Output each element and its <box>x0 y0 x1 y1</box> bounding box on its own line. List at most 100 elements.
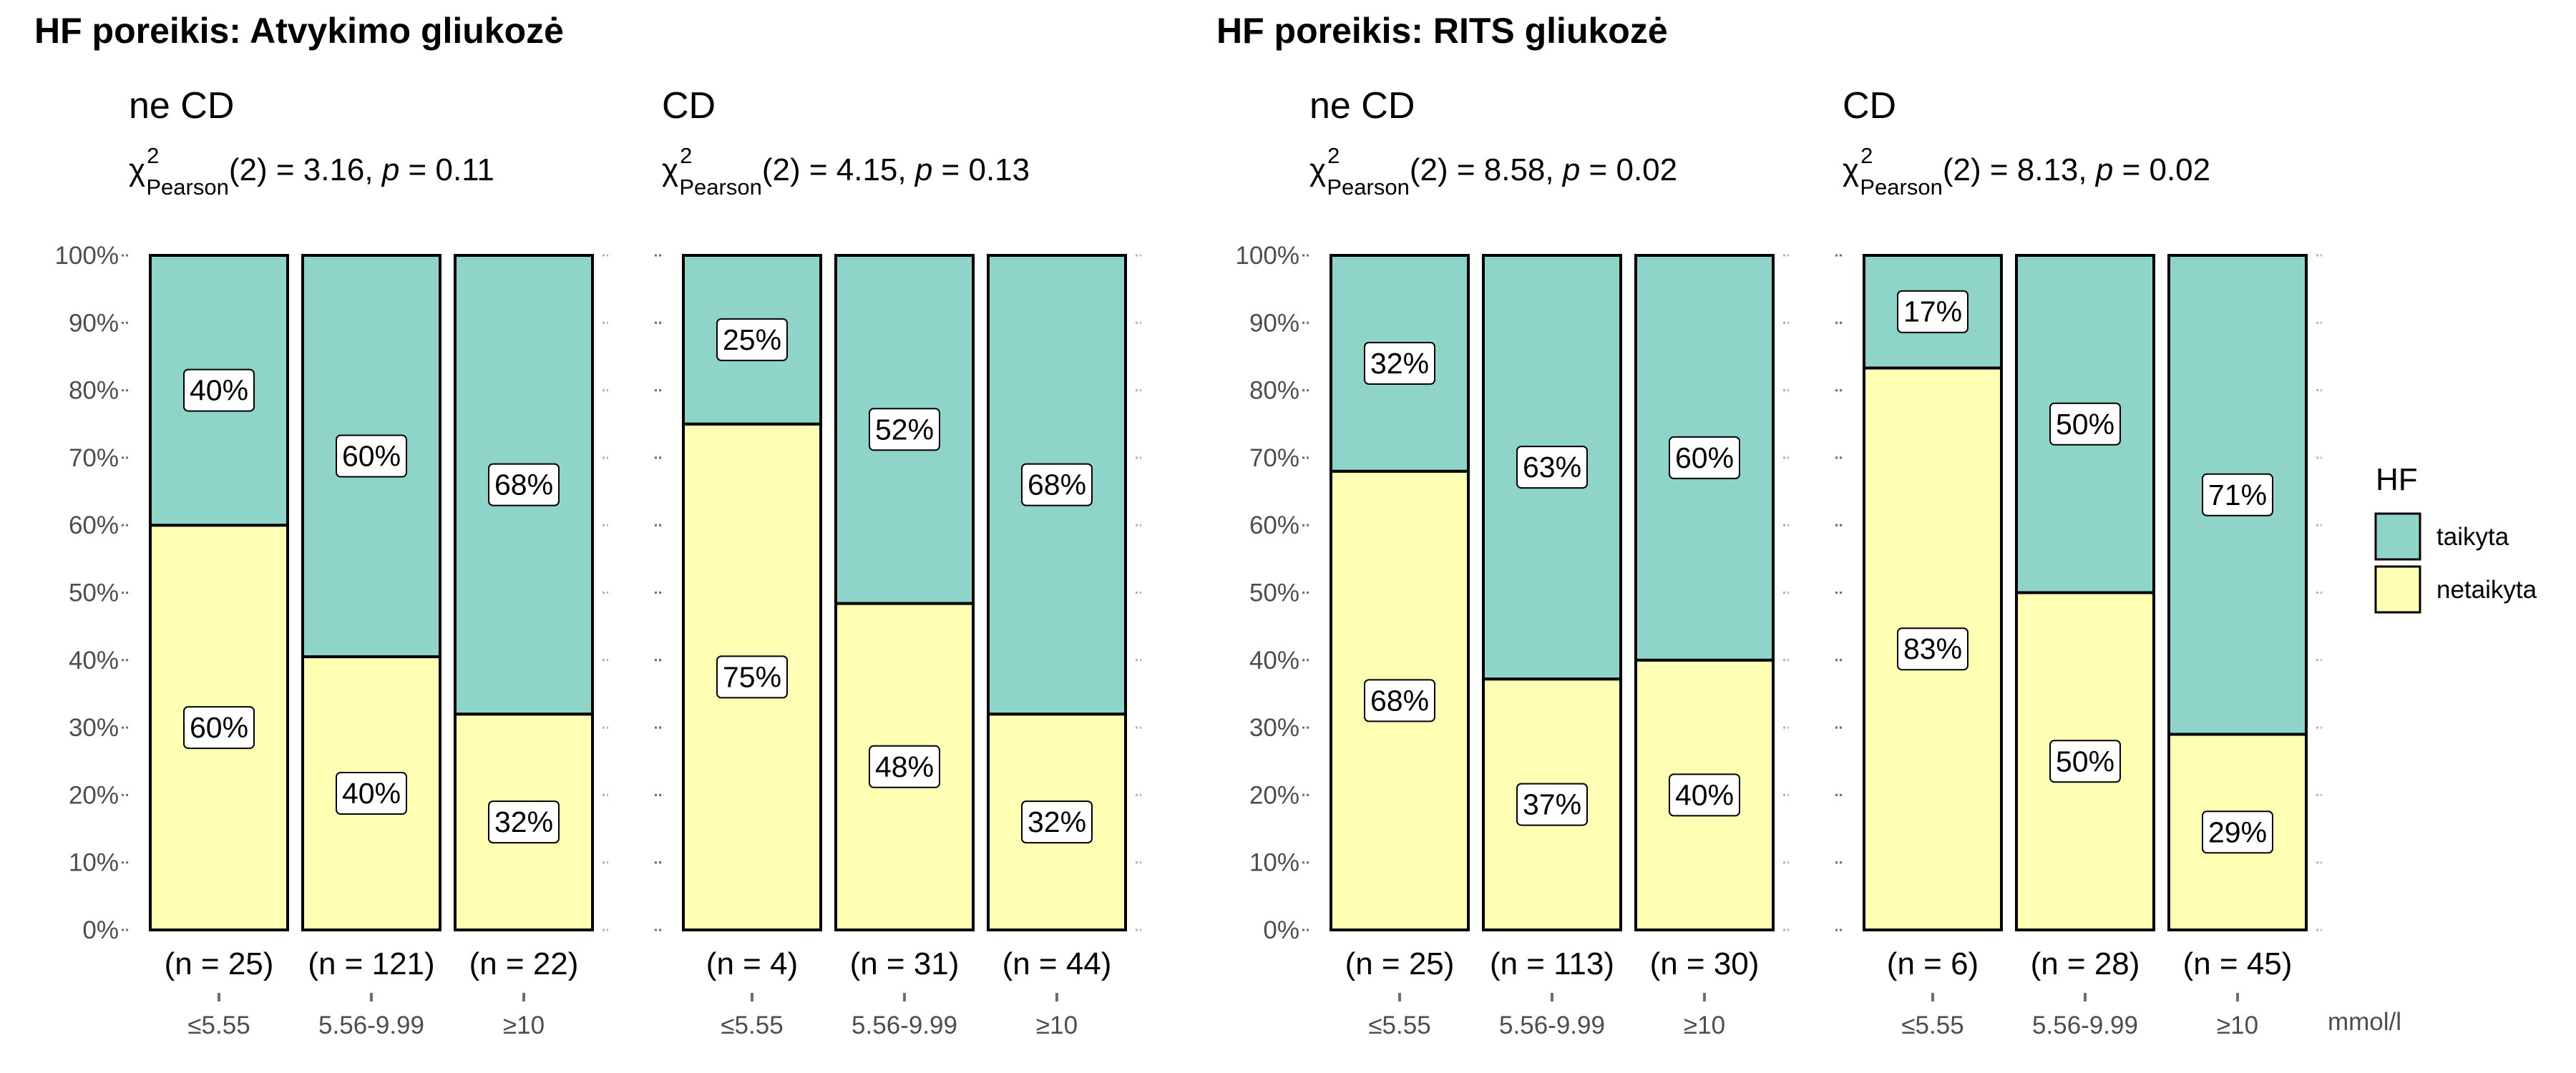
x-tick-label: 5.56-9.99 <box>1499 1011 1605 1039</box>
chart-panels: ne CD χ2 Pearson(2) = 3.16, p = 0.11 0% 10% 2… <box>54 85 2401 1039</box>
y-tick-label: 10% <box>1249 849 1299 877</box>
legend-label: netaikyta <box>2436 576 2537 604</box>
panel-4: CD χ2 Pearson(2) = 8.13, p = 0.02 83% 17% (n … <box>1835 85 2401 1039</box>
legend: HF taikyta netaikyta <box>2374 462 2537 614</box>
panel-title: ne CD <box>129 85 234 127</box>
y-tick-label: 90% <box>69 309 119 337</box>
x-tick-label: 5.56-9.99 <box>852 1011 957 1039</box>
y-tick-label: 40% <box>69 647 119 675</box>
data-label: 60% <box>342 440 401 473</box>
data-label-box <box>2202 810 2273 854</box>
data-label-box <box>183 368 255 412</box>
legend-swatch-netaikyta <box>2374 565 2421 614</box>
y-tick-label: 80% <box>69 377 119 405</box>
data-label-box <box>488 800 560 844</box>
data-label: 83% <box>1903 632 1962 665</box>
data-label: 40% <box>1675 778 1734 811</box>
bar-segment-netaikyta <box>301 655 441 932</box>
panel-title: CD <box>662 85 716 127</box>
data-label: 52% <box>875 413 934 446</box>
data-label-box <box>2049 402 2121 446</box>
y-tick-label: 100% <box>1235 242 1299 270</box>
data-label: 32% <box>1370 347 1429 380</box>
data-label-box <box>336 434 407 478</box>
y-tick-label: 70% <box>1249 444 1299 472</box>
data-label: 32% <box>494 805 553 838</box>
data-label-box <box>1364 341 1435 385</box>
legend-label: taikyta <box>2436 523 2509 551</box>
data-label-box <box>183 706 255 750</box>
data-label: 71% <box>2208 479 2267 511</box>
x-tick-label: 5.56-9.99 <box>318 1011 424 1039</box>
y-tick-label: 0% <box>82 916 119 944</box>
data-label: 60% <box>1675 441 1734 474</box>
y-tick-label: 10% <box>69 849 119 877</box>
y-tick-label: 50% <box>69 579 119 607</box>
x-tick-label: ≥10 <box>503 1011 545 1039</box>
y-tick-label: 60% <box>69 511 119 539</box>
data-label-box <box>1669 436 1740 479</box>
legend-swatch-taikyta <box>2374 512 2421 561</box>
data-label: 48% <box>875 750 934 783</box>
data-label: 32% <box>1028 805 1086 838</box>
panel-2: CD χ2 Pearson(2) = 4.15, p = 0.13 75% 25% (n … <box>655 85 1141 1039</box>
n-label: (n = 44) <box>1002 946 1112 981</box>
data-label: 29% <box>2208 815 2267 848</box>
data-label: 17% <box>1903 295 1962 328</box>
data-label-box <box>716 318 788 361</box>
panel-title: ne CD <box>1309 85 1415 127</box>
data-label: 40% <box>342 777 401 810</box>
data-label: 37% <box>1523 788 1581 821</box>
x-tick-label: ≥10 <box>1684 1011 1725 1039</box>
data-label-box <box>1021 800 1093 844</box>
group-title-arrival: HF poreikis: Atvykimo gliukozė <box>34 11 564 51</box>
panel-title: CD <box>1843 85 1896 127</box>
data-label-box <box>2049 740 2121 783</box>
data-label: 68% <box>1370 684 1429 717</box>
panel-3: ne CD χ2 Pearson(2) = 8.58, p = 0.02 0% 10% 2… <box>1235 85 1789 1039</box>
data-label-box <box>1897 290 1968 333</box>
n-label: (n = 121) <box>308 946 434 981</box>
n-label: (n = 25) <box>165 946 274 981</box>
bar-segment-taikyta <box>682 254 822 426</box>
panel-statistic: χ2 Pearson(2) = 3.16, p = 0.11 <box>129 143 494 200</box>
n-label: (n = 30) <box>1650 946 1760 981</box>
data-label: 25% <box>723 323 781 356</box>
data-label-box <box>1021 463 1093 506</box>
y-tick-label: 20% <box>69 781 119 809</box>
data-label: 40% <box>190 374 248 407</box>
y-tick-label: 80% <box>1249 377 1299 405</box>
n-label: (n = 113) <box>1490 946 1614 981</box>
y-tick-label: 30% <box>1249 714 1299 742</box>
n-label: (n = 31) <box>850 946 960 981</box>
x-tick-label: ≥10 <box>1036 1011 1078 1039</box>
y-tick-label: 0% <box>1263 916 1299 944</box>
panel-statistic: χ2 Pearson(2) = 8.58, p = 0.02 <box>1309 143 1677 200</box>
data-label: 63% <box>1523 451 1581 484</box>
data-label-box <box>1364 679 1435 722</box>
panel-statistic: χ2 Pearson(2) = 8.13, p = 0.02 <box>1843 143 2210 200</box>
y-tick-label: 20% <box>1249 781 1299 809</box>
x-tick-label: 5.56-9.99 <box>2032 1011 2138 1039</box>
data-label: 50% <box>2056 408 2114 441</box>
data-label-box <box>336 772 407 815</box>
y-tick-label: 40% <box>1249 647 1299 675</box>
y-tick-label: 30% <box>69 714 119 742</box>
x-tick-label: ≤5.55 <box>187 1011 250 1039</box>
y-tick-label: 90% <box>1249 309 1299 337</box>
x-tick-label: ≥10 <box>2217 1011 2258 1039</box>
data-label-box <box>2202 473 2273 516</box>
panel-statistic: χ2 Pearson(2) = 4.15, p = 0.13 <box>662 143 1030 200</box>
y-tick-label: 100% <box>54 242 119 270</box>
n-label: (n = 6) <box>1887 946 1979 981</box>
n-label: (n = 25) <box>1345 946 1455 981</box>
data-label-box <box>1669 773 1740 817</box>
n-label: (n = 45) <box>2183 946 2293 981</box>
x-tick-label: ≤5.55 <box>721 1011 783 1039</box>
data-label-box <box>869 745 940 788</box>
y-tick-label: 50% <box>1249 579 1299 607</box>
x-tick-label: ≤5.55 <box>1901 1011 1963 1039</box>
y-tick-label: 60% <box>1249 511 1299 539</box>
x-tick-label: ≤5.55 <box>1368 1011 1430 1039</box>
